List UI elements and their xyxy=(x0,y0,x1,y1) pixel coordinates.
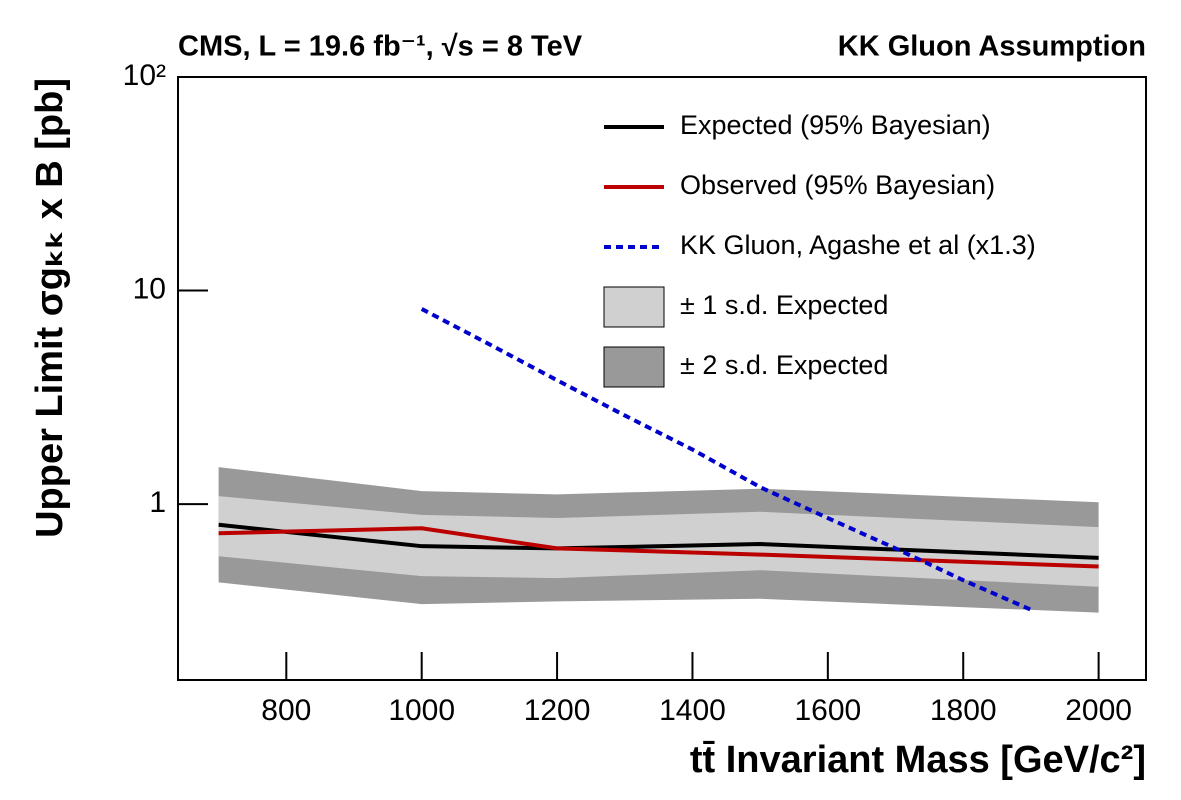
chart-subtitle: KK Gluon Assumption xyxy=(838,31,1146,63)
legend-label: KK Gluon, Agashe et al (x1.3) xyxy=(680,230,1036,260)
legend-label: ± 2 s.d. Expected xyxy=(680,350,888,380)
legend-swatch xyxy=(603,346,665,388)
error-band xyxy=(218,496,1099,587)
legend-label: Expected (95% Bayesian) xyxy=(680,110,991,140)
series-line xyxy=(218,526,1099,569)
x-tick-label: 1000 xyxy=(388,694,455,727)
x-tick-label: 1400 xyxy=(659,694,726,727)
x-tick-label: 800 xyxy=(261,694,311,727)
x-tick-label: 1200 xyxy=(524,694,591,727)
x-axis-label: tt̄ Invariant Mass [GeV/c²] xyxy=(690,739,1146,781)
x-tick-label: 1800 xyxy=(930,694,997,727)
plot-frame xyxy=(177,76,1147,681)
x-tick-label: 2000 xyxy=(1065,694,1132,727)
x-tick-label: 1600 xyxy=(794,694,861,727)
chart-title: CMS, L = 19.6 fb⁻¹, √s = 8 TeV xyxy=(178,31,583,63)
y-axis-label: Upper Limit σgₖₖ x B [pb] xyxy=(29,78,71,538)
series-line xyxy=(420,307,1032,612)
y-tick-label: 10 xyxy=(133,272,166,305)
legend-label: Observed (95% Bayesian) xyxy=(680,170,995,200)
y-tick-label: 10² xyxy=(123,59,166,92)
legend-label: ± 1 s.d. Expected xyxy=(680,290,888,320)
y-tick-label: 1 xyxy=(149,486,166,519)
legend-swatch xyxy=(603,286,665,328)
